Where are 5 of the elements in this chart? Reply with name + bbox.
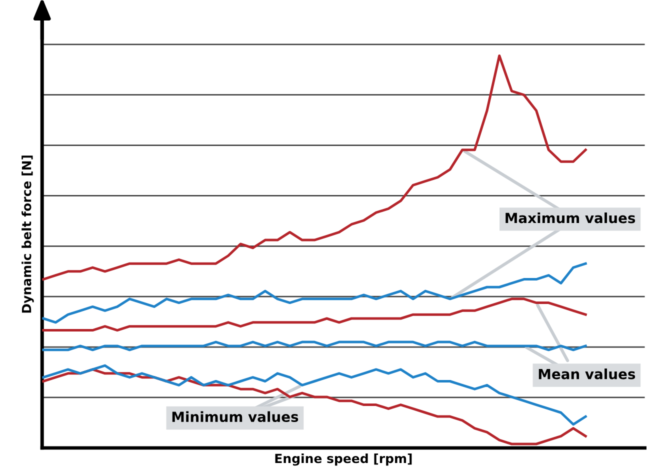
annotation: Maximum values — [506, 212, 636, 224]
y-axis-title: Dynamic belt force [N] — [22, 156, 34, 313]
x-axis-title: Engine speed [rpm] — [275, 453, 412, 466]
annotation: Minimum values — [172, 411, 298, 422]
annotation: Mean values — [538, 368, 636, 380]
